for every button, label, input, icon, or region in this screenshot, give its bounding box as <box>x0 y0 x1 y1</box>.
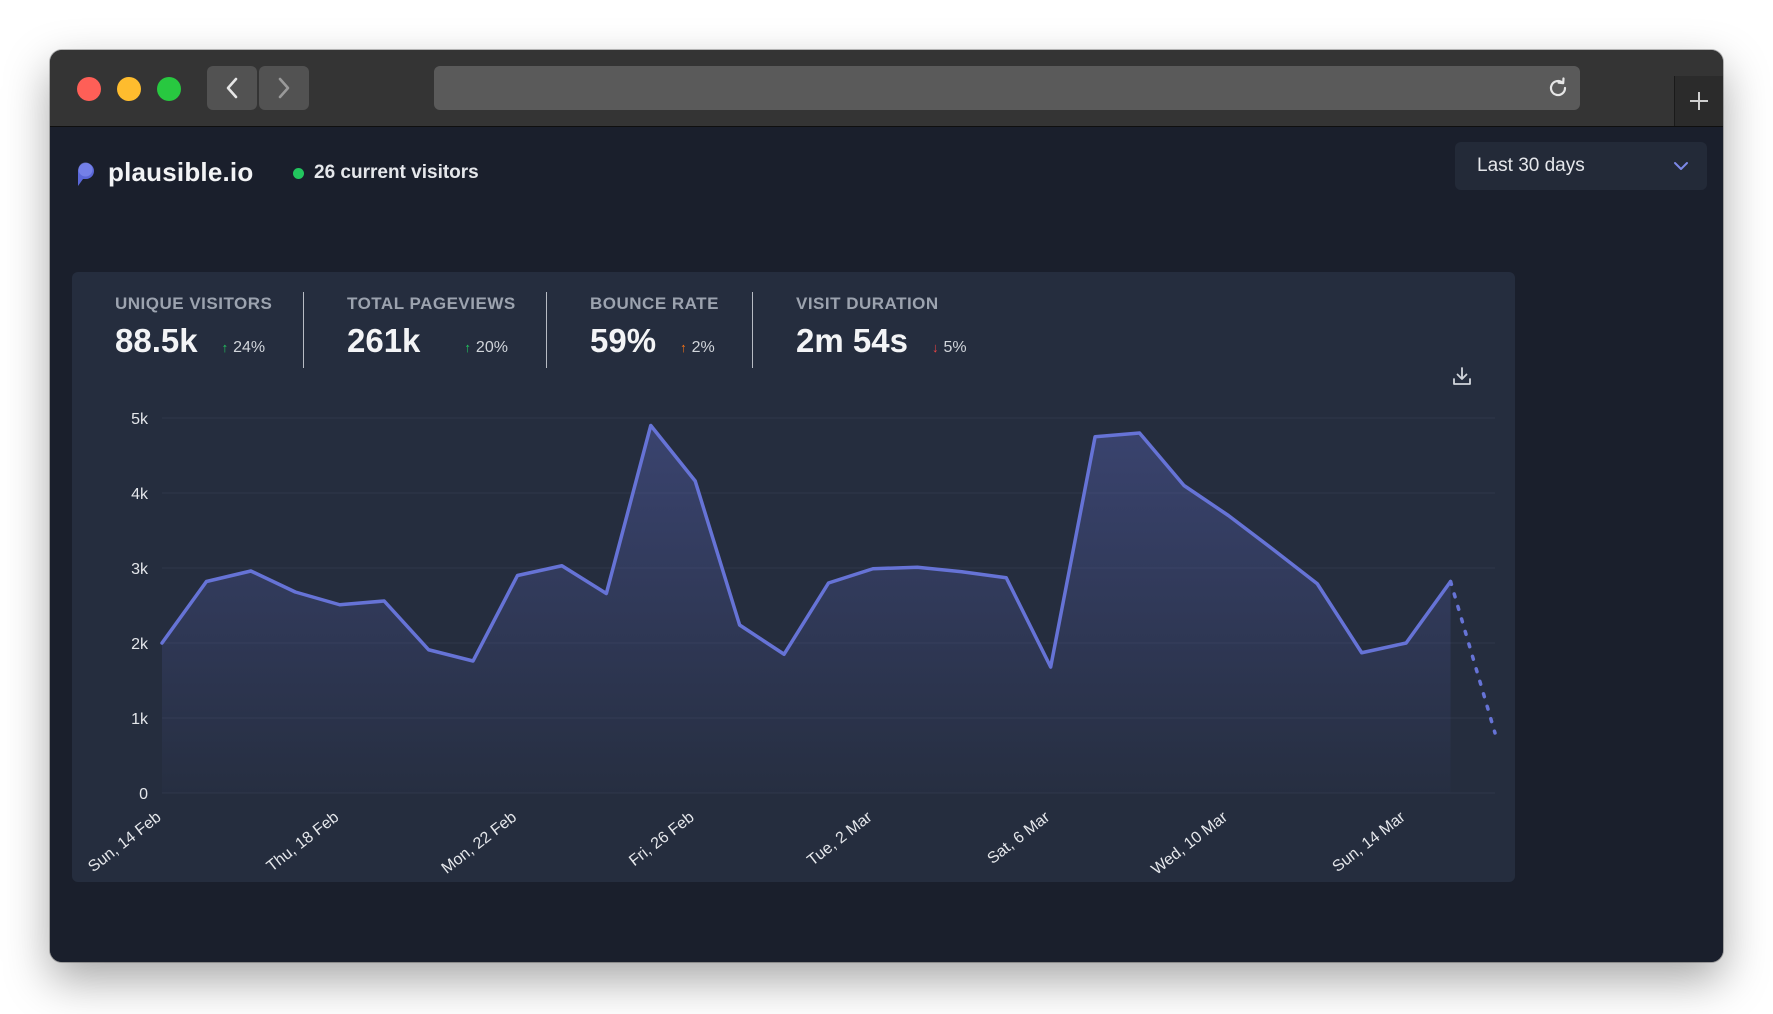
new-tab-button[interactable] <box>1674 76 1723 126</box>
stat-total-pageviews[interactable]: TOTAL PAGEVIEWS 261k ↑ 20% <box>347 294 516 360</box>
stat-change-value: 20% <box>475 339 508 356</box>
x-tick-label: Tue, 2 Mar <box>804 808 875 869</box>
date-range-select[interactable]: Last 30 days <box>1455 142 1707 190</box>
stat-label: TOTAL PAGEVIEWS <box>347 294 516 313</box>
y-tick-label: 5k <box>131 411 149 428</box>
site-name: plausible.io <box>108 157 254 187</box>
stat-change-value: 2% <box>691 339 715 356</box>
stat-value: 2m 54s <box>796 322 908 359</box>
chevron-right-icon <box>278 77 290 99</box>
x-tick-label: Fri, 26 Feb <box>626 809 698 870</box>
browser-window: plausible.io 26 current visitors Last 30… <box>50 50 1723 962</box>
stat-label: VISIT DURATION <box>796 294 939 313</box>
series-line <box>160 423 1453 669</box>
stat-change-value: 5% <box>943 339 967 356</box>
stat-change: ↑ 24% <box>222 339 266 357</box>
y-tick-label: 4k <box>131 486 149 503</box>
x-tick-label: Sat, 6 Mar <box>984 808 1053 867</box>
stat-divider <box>752 292 753 368</box>
stat-visit-duration[interactable]: VISIT DURATION 2m 54s ↓ 5% <box>796 294 967 360</box>
stat-bounce-rate[interactable]: BOUNCE RATE 59% ↑ 2% <box>590 294 719 360</box>
minimize-window-button[interactable] <box>117 77 141 101</box>
stat-unique-visitors[interactable]: UNIQUE VISITORS 88.5k ↑ 24% <box>115 294 272 360</box>
y-tick-label: 0 <box>139 786 148 803</box>
download-icon[interactable] <box>1451 365 1473 387</box>
chevron-left-icon <box>226 77 238 99</box>
stat-divider <box>546 292 547 368</box>
stat-change: ↓ 5% <box>932 339 967 357</box>
stats-card: UNIQUE VISITORS 88.5k ↑ 24% TOTAL PAGEVIE… <box>72 272 1515 882</box>
zoom-window-button[interactable] <box>157 77 181 101</box>
forward-button[interactable] <box>259 66 309 110</box>
stat-label: BOUNCE RATE <box>590 294 719 313</box>
y-tick-label: 1k <box>131 711 149 728</box>
stat-change: ↑ 20% <box>464 339 508 357</box>
stat-divider <box>303 292 304 368</box>
reload-icon[interactable] <box>1546 76 1570 100</box>
dashboard: plausible.io 26 current visitors Last 30… <box>50 127 1723 962</box>
series-line-projected <box>1448 579 1497 735</box>
current-visitors-label: 26 current visitors <box>314 162 479 183</box>
browser-titlebar <box>50 50 1723 127</box>
stat-value: 59% <box>590 322 657 359</box>
chevron-down-icon <box>1674 162 1688 170</box>
series-area <box>162 425 1451 793</box>
x-tick-label: Mon, 22 Feb <box>439 809 520 878</box>
y-tick-label: 3k <box>131 561 149 578</box>
arrow-up-icon: ↑ <box>464 340 471 355</box>
visitors-chart[interactable]: 0 1k 2k 3k 4k 5k Sun, 14 Feb Thu, 18 Feb Mon, 22… <box>72 382 1515 882</box>
stat-value: 261k <box>347 322 421 359</box>
x-tick-label: Sun, 14 Feb <box>85 809 164 876</box>
arrow-up-icon: ↑ <box>680 340 687 355</box>
stat-value: 88.5k <box>115 322 198 359</box>
site-brand[interactable]: plausible.io <box>74 157 253 188</box>
y-tick-label: 2k <box>131 636 149 653</box>
stat-change: ↑ 2% <box>680 339 715 357</box>
x-tick-label: Wed, 10 Mar <box>1148 808 1231 878</box>
arrow-down-icon: ↓ <box>931 340 939 355</box>
date-range-label: Last 30 days <box>1477 155 1585 176</box>
x-tick-label: Thu, 18 Feb <box>264 809 343 876</box>
stat-change-value: 24% <box>233 339 266 356</box>
x-tick-label: Sun, 14 Mar <box>1329 808 1409 875</box>
address-bar[interactable] <box>434 66 1580 110</box>
close-window-button[interactable] <box>77 77 101 101</box>
plus-icon <box>1690 92 1708 110</box>
live-indicator-icon <box>293 167 304 179</box>
current-visitors[interactable]: 26 current visitors <box>293 162 479 184</box>
back-button[interactable] <box>207 66 257 110</box>
arrow-up-icon: ↑ <box>221 340 229 355</box>
plausible-logo-icon <box>78 162 94 186</box>
stat-label: UNIQUE VISITORS <box>115 294 273 313</box>
